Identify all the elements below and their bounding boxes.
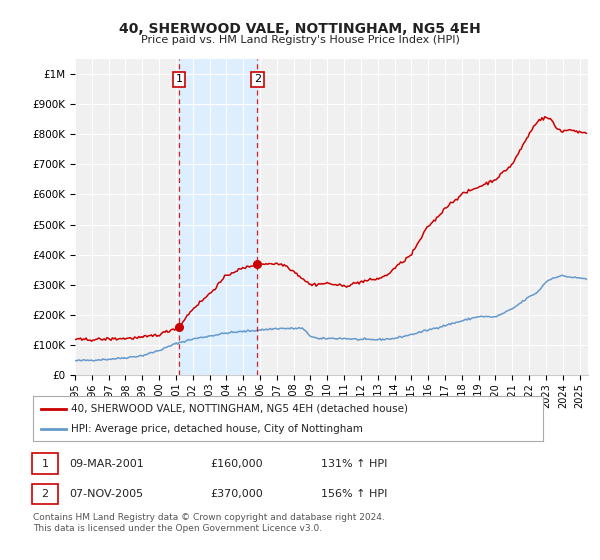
Text: 2: 2 [41, 489, 49, 499]
Text: £370,000: £370,000 [210, 489, 263, 499]
Text: 40, SHERWOOD VALE, NOTTINGHAM, NG5 4EH (detached house): 40, SHERWOOD VALE, NOTTINGHAM, NG5 4EH (… [71, 404, 408, 414]
Text: This data is licensed under the Open Government Licence v3.0.: This data is licensed under the Open Gov… [33, 524, 322, 533]
Text: 40, SHERWOOD VALE, NOTTINGHAM, NG5 4EH: 40, SHERWOOD VALE, NOTTINGHAM, NG5 4EH [119, 22, 481, 36]
Text: 07-NOV-2005: 07-NOV-2005 [69, 489, 143, 499]
Text: Contains HM Land Registry data © Crown copyright and database right 2024.: Contains HM Land Registry data © Crown c… [33, 514, 385, 522]
Text: 09-MAR-2001: 09-MAR-2001 [69, 459, 144, 469]
Text: £160,000: £160,000 [210, 459, 263, 469]
Text: 2: 2 [254, 74, 261, 85]
Bar [179, 59, 257, 375]
Text: 1: 1 [41, 459, 49, 469]
Text: Price paid vs. HM Land Registry's House Price Index (HPI): Price paid vs. HM Land Registry's House … [140, 35, 460, 45]
Text: HPI: Average price, detached house, City of Nottingham: HPI: Average price, detached house, City… [71, 424, 363, 434]
Text: 156% ↑ HPI: 156% ↑ HPI [321, 489, 388, 499]
Text: 131% ↑ HPI: 131% ↑ HPI [321, 459, 388, 469]
Text: 1: 1 [175, 74, 182, 85]
